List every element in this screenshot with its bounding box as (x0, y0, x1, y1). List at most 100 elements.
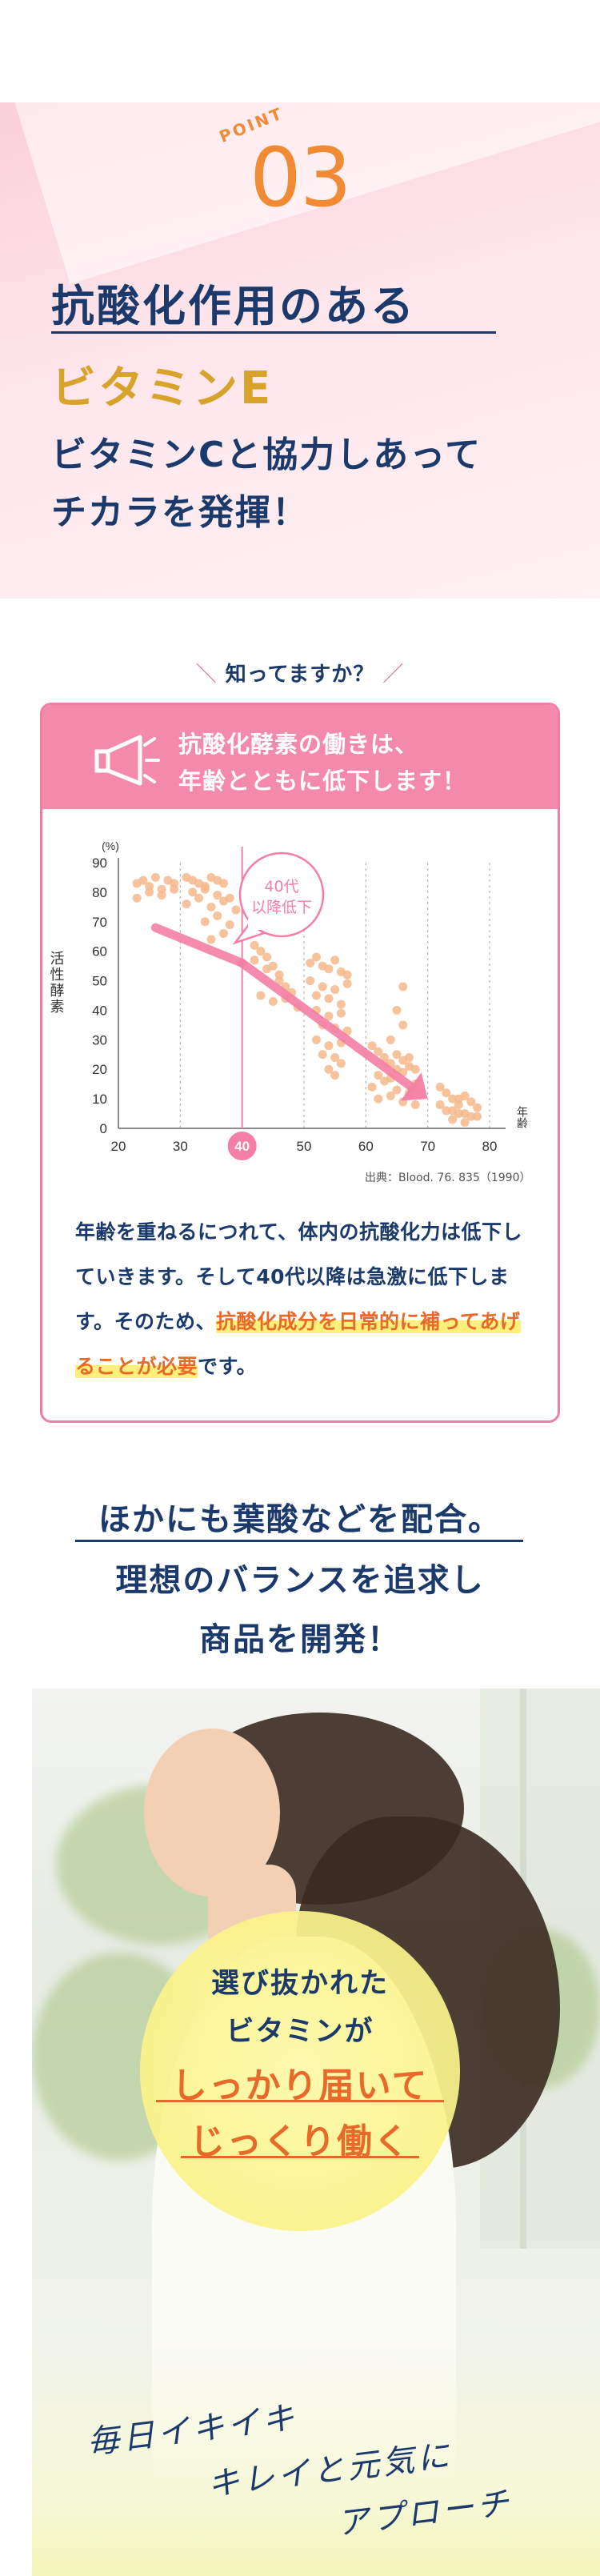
body-text-plain: 年齢を重ねるにつれて、体内の抗酸化力は低下していきます。そして40代以降は急激に… (75, 1220, 523, 1333)
data-point (206, 935, 216, 944)
hero-section (0, 102, 600, 599)
data-point (318, 1050, 327, 1060)
data-point (157, 891, 166, 900)
data-point (324, 1064, 334, 1074)
trend-arrow-segment (238, 958, 416, 1092)
data-point (218, 879, 228, 888)
data-point (213, 911, 222, 920)
know-title-text: 知ってますか？ (225, 663, 375, 687)
y-tick-label: 70 (92, 915, 107, 930)
data-point (150, 872, 160, 882)
y-tick-label: 90 (92, 855, 107, 871)
data-point (336, 1059, 346, 1068)
data-point (200, 917, 210, 927)
highlight-tick-circle (227, 1132, 257, 1160)
data-point (200, 884, 210, 894)
data-point (386, 1035, 395, 1044)
y-tick-label: 60 (92, 944, 107, 959)
x-tick-label: 30 (173, 1139, 188, 1154)
data-point (392, 1085, 402, 1095)
data-point (435, 1082, 445, 1092)
y-tick-label: 30 (92, 1032, 107, 1048)
data-point (256, 991, 266, 1000)
data-point (398, 982, 408, 992)
x-axis-title: 年齢 (515, 1106, 528, 1128)
info-card-header: 抗酸化酵素の働きは、 年齢とともに低下します！ (42, 705, 558, 809)
data-point (342, 979, 352, 988)
data-point (374, 1047, 383, 1056)
data-point (306, 958, 315, 968)
trend-arrow-segment (150, 923, 247, 968)
data-point (213, 891, 222, 900)
data-point (250, 955, 259, 965)
circle-line4: じっくり働く (190, 2121, 410, 2162)
x-tick-label-highlight: 40 (234, 1139, 250, 1154)
y-tick-label: 10 (92, 1092, 107, 1107)
data-point (342, 970, 352, 980)
info-card: 抗酸化酵素の働きは、 年齢とともに低下します！ (40, 703, 560, 1423)
section3-line3: 商品を開発！ (199, 1621, 401, 1658)
data-point (132, 893, 142, 903)
data-point (324, 964, 334, 974)
photo-fade (32, 2336, 600, 2576)
data-point (182, 899, 191, 909)
body-text-end: です。 (198, 1355, 258, 1378)
data-point (324, 994, 334, 1004)
y-tick-label: 20 (92, 1062, 107, 1077)
data-point (435, 1100, 445, 1109)
y-tick-label: 40 (92, 1003, 107, 1018)
x-tick-label: 20 (111, 1139, 126, 1154)
data-point (268, 996, 278, 1006)
y-tick-label: 50 (92, 974, 107, 989)
heading-line1: 抗酸化酵素の働きは、 (178, 731, 419, 758)
point-number: 03 (250, 130, 352, 226)
data-point (330, 985, 340, 995)
circle-line3: しっかり届いて (171, 2065, 429, 2106)
slash-right: ／ (382, 663, 405, 687)
data-point (460, 1109, 470, 1119)
data-point (188, 887, 198, 897)
y-tick-label: 80 (92, 885, 107, 900)
data-point (367, 1082, 377, 1092)
data-point (206, 902, 216, 911)
x-tick-label: 70 (420, 1139, 435, 1154)
megaphone-icon (94, 735, 160, 786)
headline-line1: 抗酸化作用のある (51, 281, 416, 331)
data-point (306, 976, 315, 986)
data-point (318, 982, 327, 992)
data-point (330, 1071, 340, 1080)
annotation-text: 40代 (264, 878, 298, 895)
data-point (225, 919, 234, 929)
annotation-bubble-tail-cover (248, 919, 269, 930)
circle-line1: 選び抜かれた (210, 1968, 389, 2000)
headline-line3: ビタミンCと協力しあって (51, 435, 482, 475)
chart-source: 出典：Blood. 76. 835（1990） (365, 1172, 531, 1184)
section3-underline (75, 1540, 523, 1542)
data-point (380, 1076, 390, 1086)
data-point (311, 952, 321, 962)
section3-line1: ほかにも葉酸などを配合。 (98, 1501, 502, 1538)
x-tick-label: 50 (297, 1139, 312, 1154)
know-title: ＼ 知ってますか？ ／ (0, 658, 600, 687)
data-point (473, 1103, 482, 1112)
data-point (442, 1088, 451, 1098)
highlight-circle (140, 1911, 460, 2231)
data-point (374, 1094, 383, 1104)
data-point (410, 1064, 420, 1074)
data-point (262, 964, 272, 974)
data-point (262, 952, 272, 962)
data-point (386, 1091, 395, 1100)
data-point (330, 955, 340, 965)
data-point (231, 905, 241, 915)
circle-line2: ビタミンが (226, 2016, 374, 2048)
info-card-heading: 抗酸化酵素の働きは、 年齢とともに低下します！ (178, 726, 466, 799)
annotation-text: 以降低下 (251, 899, 312, 916)
age-enzyme-chart: 0 10 20 30 40 50 60 70 80 90 20 30 50 60 70 80 (%) 活性酵素年齢… (48, 839, 528, 1160)
data-point (404, 1052, 414, 1062)
data-point (138, 875, 148, 885)
data-point (256, 947, 266, 956)
headline-underline (51, 331, 496, 334)
data-point (442, 1106, 451, 1116)
data-point (367, 1041, 377, 1051)
x-tick-label: 80 (482, 1139, 498, 1154)
